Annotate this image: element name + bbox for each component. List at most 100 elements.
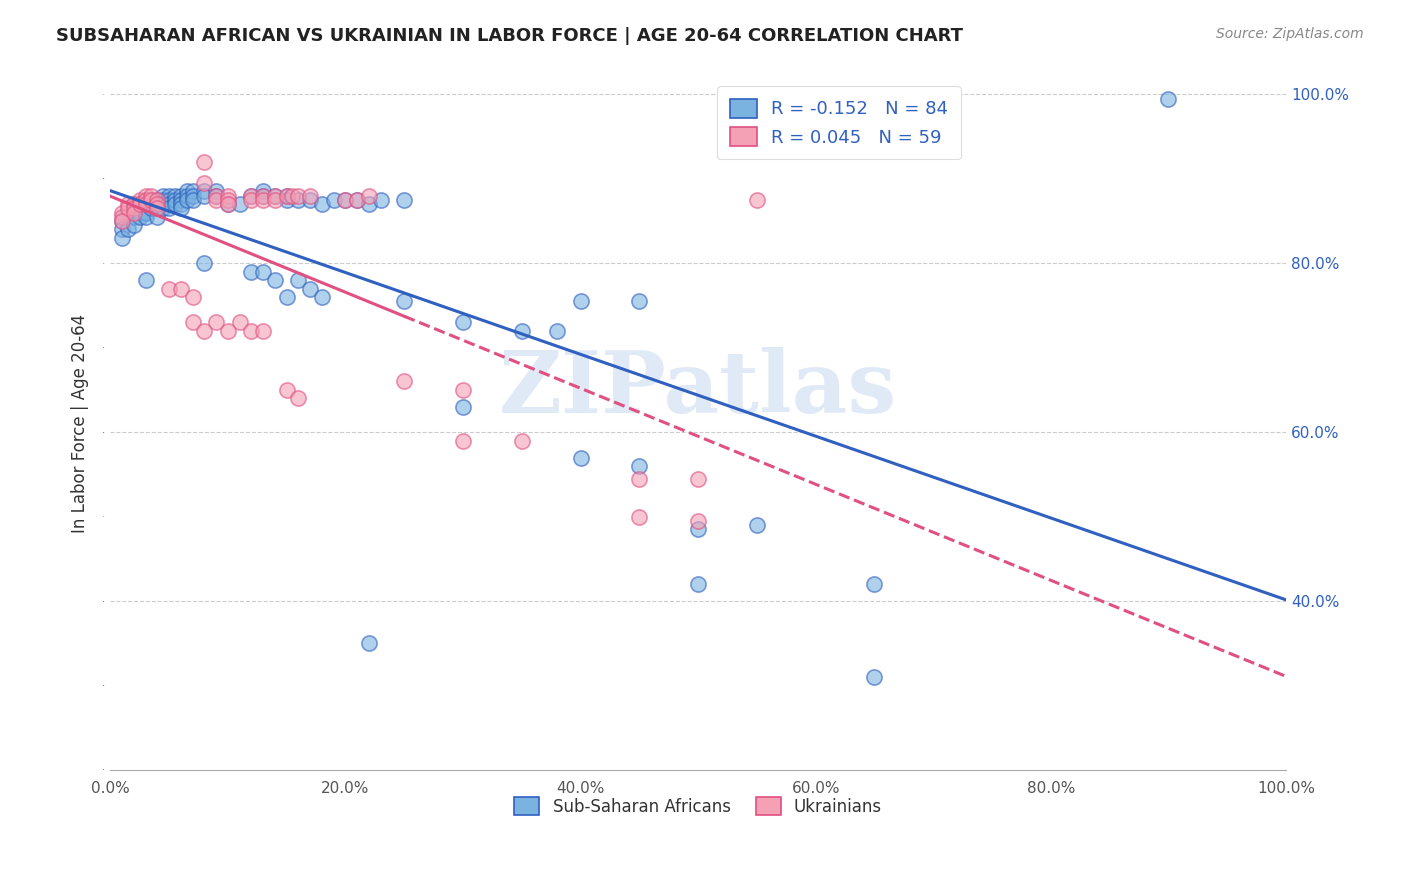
Point xyxy=(181,315,204,329)
Point xyxy=(240,193,263,207)
Point xyxy=(117,222,139,236)
Point xyxy=(370,193,392,207)
Y-axis label: In Labor Force | Age 20-64: In Labor Force | Age 20-64 xyxy=(72,314,89,533)
Point xyxy=(357,636,380,650)
Point xyxy=(163,188,186,202)
Point xyxy=(141,197,163,211)
Point xyxy=(176,193,198,207)
Point xyxy=(152,193,174,207)
Point xyxy=(252,188,274,202)
Point xyxy=(176,185,198,199)
Point xyxy=(287,392,309,406)
Point xyxy=(1157,91,1180,105)
Point xyxy=(176,188,198,202)
Point xyxy=(141,193,163,207)
Point xyxy=(193,188,215,202)
Point xyxy=(252,324,274,338)
Point xyxy=(152,188,174,202)
Point xyxy=(134,197,156,211)
Point xyxy=(134,210,156,224)
Point xyxy=(357,188,380,202)
Point xyxy=(134,193,156,207)
Point xyxy=(134,188,156,202)
Point xyxy=(128,210,150,224)
Point xyxy=(287,193,309,207)
Point xyxy=(205,315,228,329)
Point xyxy=(117,202,139,216)
Point xyxy=(170,193,193,207)
Point xyxy=(863,670,886,684)
Point xyxy=(141,193,163,207)
Point xyxy=(205,193,228,207)
Point xyxy=(240,188,263,202)
Point xyxy=(134,197,156,211)
Point xyxy=(228,315,250,329)
Point xyxy=(276,193,298,207)
Point xyxy=(569,450,592,465)
Point xyxy=(240,265,263,279)
Point xyxy=(240,188,263,202)
Point xyxy=(628,472,651,486)
Point xyxy=(569,294,592,309)
Point xyxy=(111,231,134,245)
Point xyxy=(217,324,239,338)
Point xyxy=(451,434,474,448)
Point xyxy=(299,282,322,296)
Point xyxy=(146,202,169,216)
Point xyxy=(193,155,215,169)
Point xyxy=(392,193,415,207)
Point xyxy=(357,197,380,211)
Point xyxy=(510,434,533,448)
Point xyxy=(163,197,186,211)
Point xyxy=(745,193,768,207)
Point xyxy=(134,273,156,287)
Point xyxy=(392,375,415,389)
Point xyxy=(263,193,285,207)
Point xyxy=(146,193,169,207)
Point xyxy=(146,197,169,211)
Point xyxy=(252,185,274,199)
Point xyxy=(146,202,169,216)
Point xyxy=(193,176,215,190)
Point xyxy=(745,518,768,533)
Point xyxy=(122,197,145,211)
Point xyxy=(146,193,169,207)
Point xyxy=(111,205,134,219)
Point xyxy=(287,188,309,202)
Point xyxy=(146,197,169,211)
Point xyxy=(628,509,651,524)
Point xyxy=(122,210,145,224)
Point xyxy=(117,197,139,211)
Point xyxy=(170,197,193,211)
Point xyxy=(146,210,169,224)
Point xyxy=(299,193,322,207)
Point xyxy=(111,210,134,224)
Point xyxy=(205,188,228,202)
Point xyxy=(688,522,710,536)
Point xyxy=(240,324,263,338)
Point xyxy=(688,514,710,528)
Point xyxy=(111,214,134,228)
Point xyxy=(217,188,239,202)
Point xyxy=(276,188,298,202)
Point xyxy=(299,188,322,202)
Point xyxy=(392,294,415,309)
Text: Source: ZipAtlas.com: Source: ZipAtlas.com xyxy=(1216,27,1364,41)
Point xyxy=(193,324,215,338)
Point xyxy=(134,205,156,219)
Point xyxy=(193,256,215,270)
Point xyxy=(134,193,156,207)
Point xyxy=(252,193,274,207)
Point xyxy=(111,214,134,228)
Point xyxy=(451,315,474,329)
Point xyxy=(217,197,239,211)
Point xyxy=(263,273,285,287)
Text: ZIPatlas: ZIPatlas xyxy=(499,347,897,431)
Point xyxy=(217,193,239,207)
Point xyxy=(276,383,298,397)
Point xyxy=(252,265,274,279)
Point xyxy=(287,273,309,287)
Point xyxy=(122,202,145,216)
Point xyxy=(122,205,145,219)
Point xyxy=(322,193,344,207)
